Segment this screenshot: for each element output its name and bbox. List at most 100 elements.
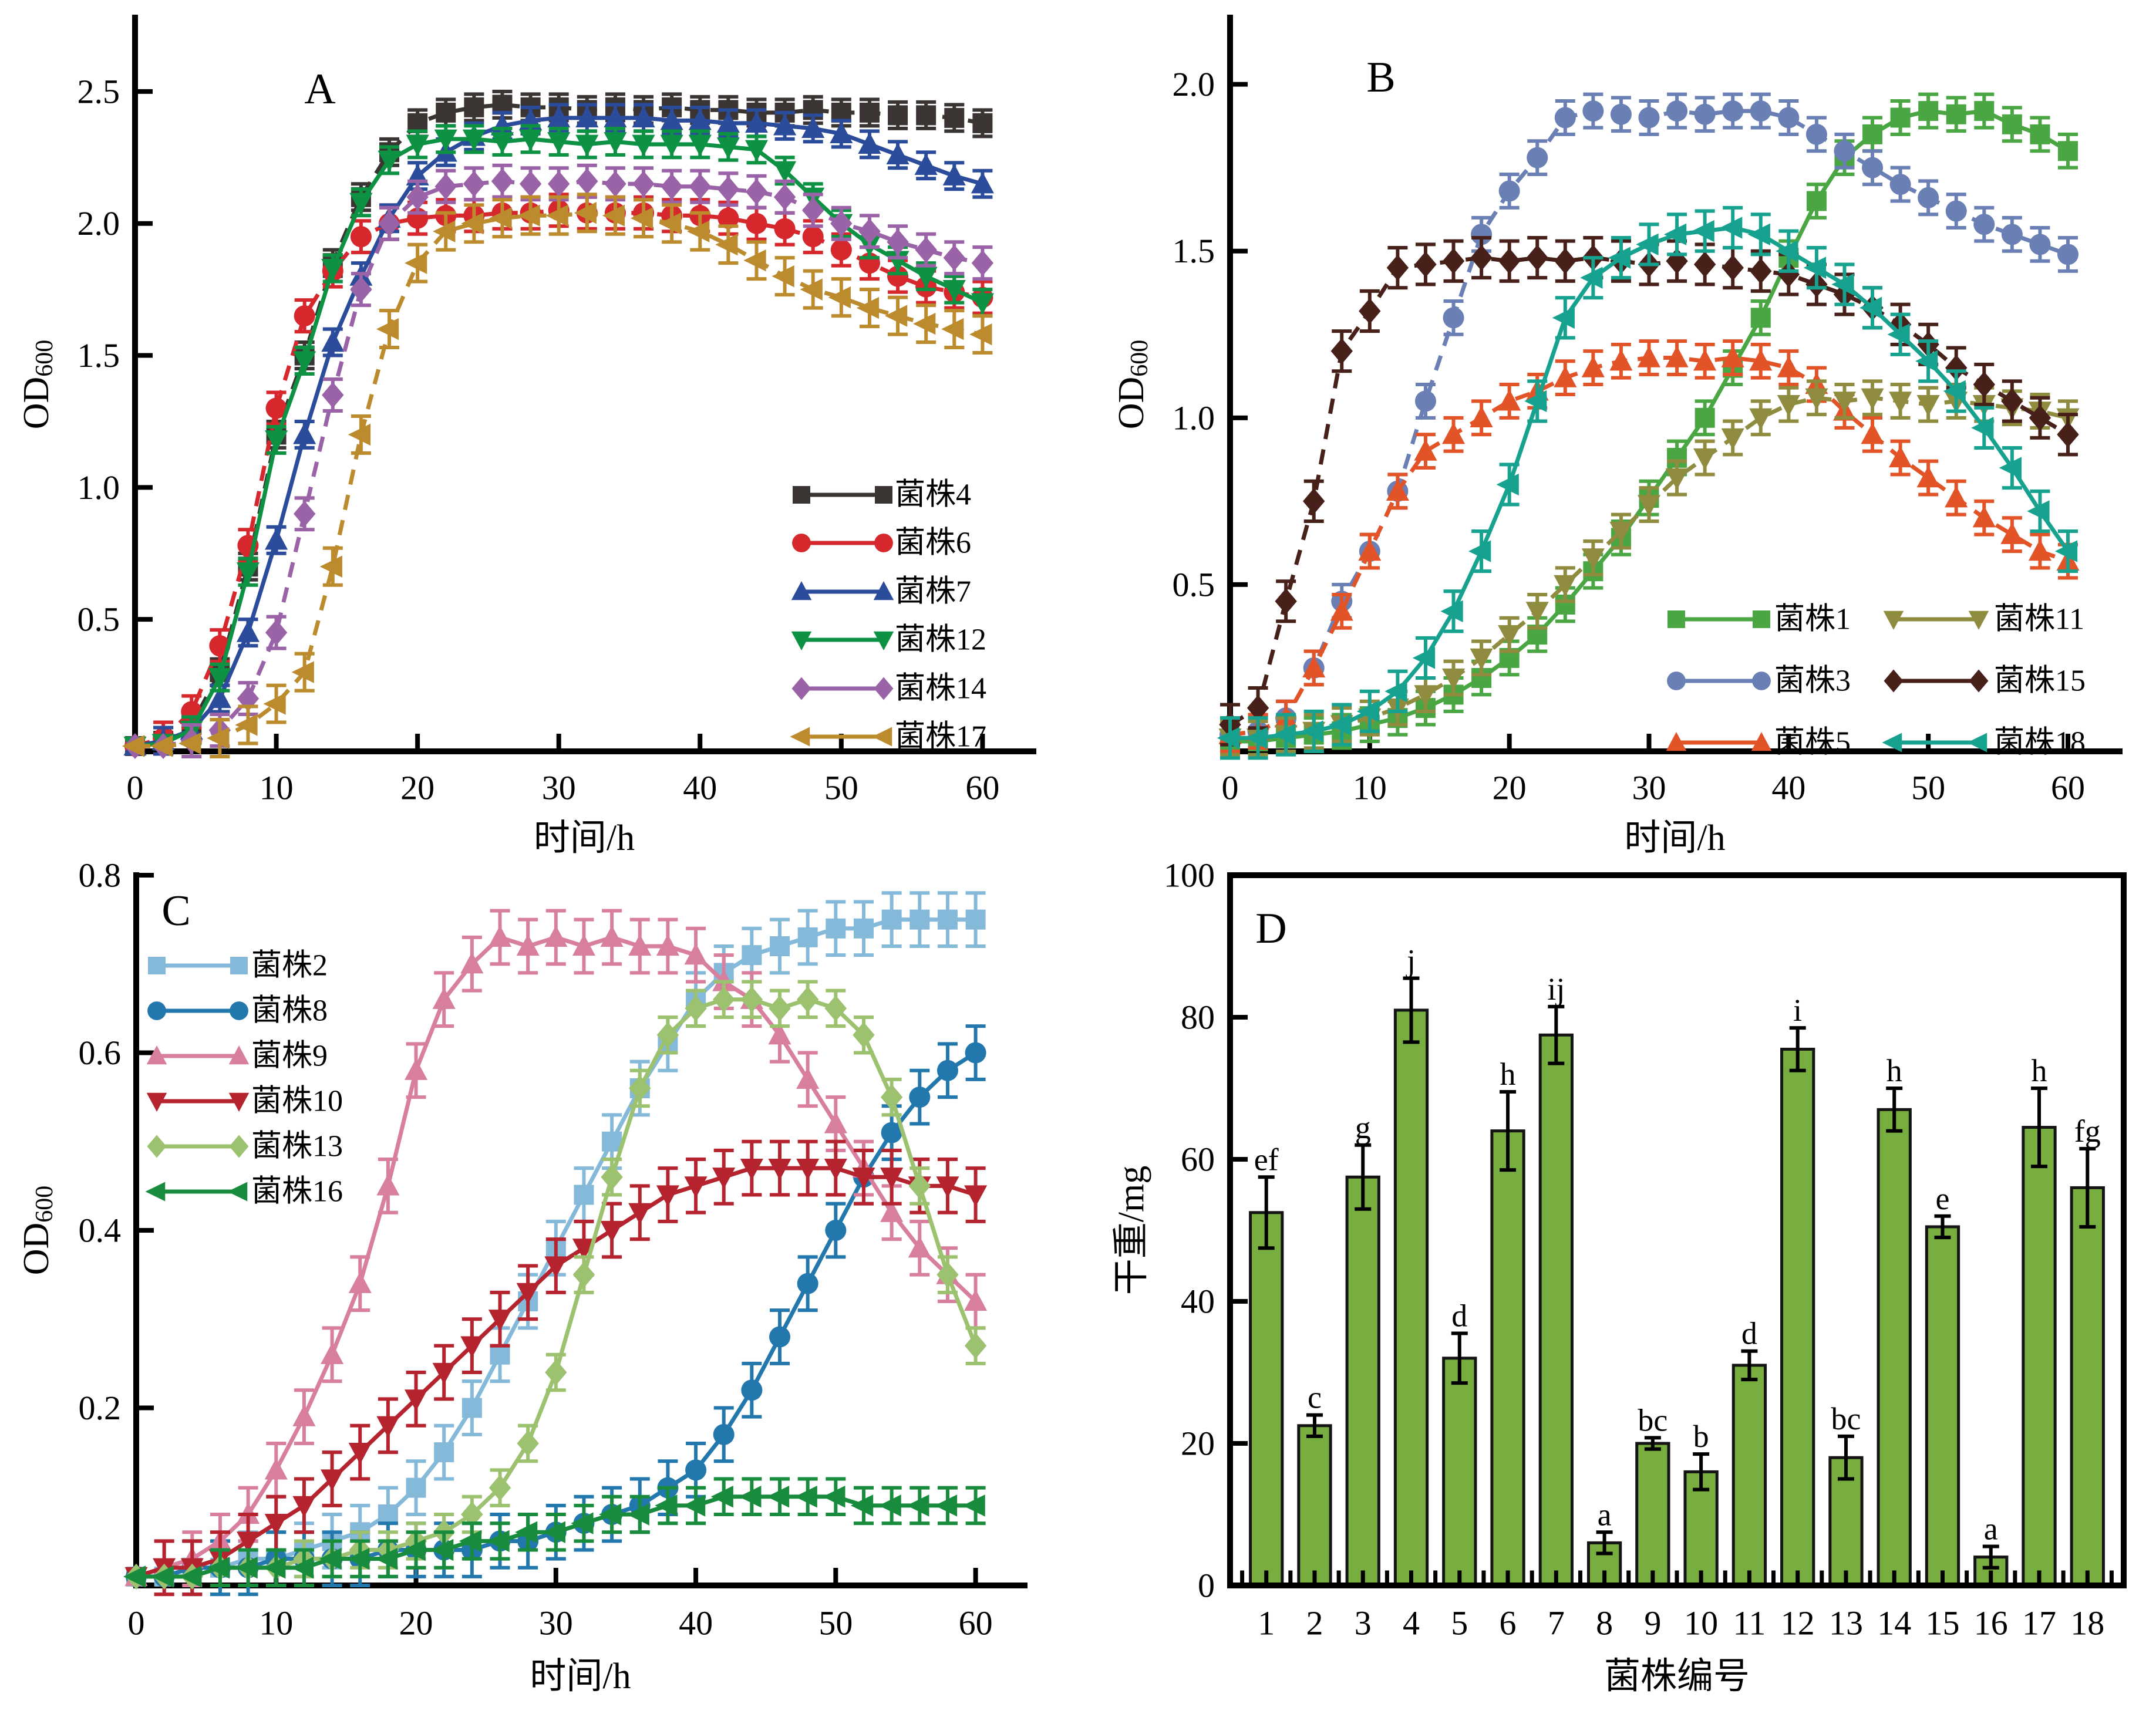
square-marker <box>944 107 965 128</box>
tri-left-marker <box>1580 266 1603 289</box>
tri-left-marker <box>800 278 823 301</box>
square-marker <box>1695 407 1715 428</box>
circle-marker <box>1834 140 1855 162</box>
tri-up-marker <box>1889 446 1912 468</box>
diamond-marker <box>943 245 965 271</box>
tri-left-marker <box>405 252 427 274</box>
x-tick-label: 50 <box>1911 769 1945 807</box>
legend-marker <box>147 1135 167 1158</box>
legend-item-菌株7: 菌株7 <box>791 575 971 609</box>
bar <box>1635 1442 1670 1587</box>
y-axis-label: OD600 <box>1111 340 1153 430</box>
tri-left-marker <box>235 1557 258 1579</box>
x-axis-label: 时间/h <box>534 818 635 858</box>
legend-item-菌株10: 菌株10 <box>146 1085 343 1118</box>
tri-up-marker <box>488 925 512 947</box>
square-marker <box>2002 114 2022 134</box>
diamond-marker <box>1945 355 1968 381</box>
bar <box>2070 1186 2105 1587</box>
legend-item-菌株4: 菌株4 <box>793 478 971 512</box>
tri-up-marker <box>516 934 540 956</box>
x-tick-label: 0 <box>127 769 144 807</box>
circle-marker <box>1554 107 1576 129</box>
tri-up-marker <box>236 620 260 642</box>
x-tick-label: 11 <box>1733 1604 1766 1642</box>
legend-item-菌株8: 菌株8 <box>147 994 328 1028</box>
tri-left-marker <box>739 1486 762 1508</box>
diamond-marker <box>572 1261 595 1288</box>
diamond-marker <box>1359 298 1381 325</box>
legend-marker <box>791 581 812 600</box>
tri-left-marker <box>1887 323 1910 346</box>
tri-down-marker <box>516 1283 540 1305</box>
x-tick-label: 20 <box>399 1604 433 1642</box>
significance-letter: bc <box>1638 1402 1667 1438</box>
diamond-marker <box>1330 338 1353 365</box>
tri-left-marker <box>1971 417 1994 439</box>
legend-label: 菌株16 <box>251 1175 343 1209</box>
legend-marker <box>147 1001 166 1020</box>
x-tick-label: 9 <box>1644 1604 1661 1642</box>
tri-up-marker <box>292 1405 316 1426</box>
tri-down-marker <box>604 132 627 154</box>
legend-marker <box>1967 733 1987 753</box>
tri-down-marker <box>544 1256 568 1278</box>
tri-down-marker <box>265 430 288 452</box>
tri-down-marker <box>376 1416 400 1438</box>
significance-letter: e <box>1936 1181 1950 1216</box>
tri-down-marker <box>914 266 938 289</box>
bar-strain-14: h <box>1877 1053 1912 1587</box>
tri-up-marker <box>575 106 599 128</box>
tri-left-marker <box>1692 220 1714 242</box>
tri-left-marker <box>962 1494 985 1517</box>
panel-C: 0.2 0.4 0.6 0.8 0 10 20 30 40 50 60 时间/h OD600 C 菌株2 菌株… <box>16 856 1028 1696</box>
diamond-marker <box>491 168 514 194</box>
tri-left-marker <box>934 1494 958 1517</box>
y-tick-label: 60 <box>1181 1141 1215 1179</box>
tri-left-marker <box>1943 380 1966 403</box>
x-tick-label: 20 <box>1493 769 1527 807</box>
x-tick-label: 10 <box>1353 769 1387 807</box>
legend-marker <box>873 631 894 650</box>
tri-left-marker <box>626 1503 649 1526</box>
square-marker <box>965 909 986 930</box>
diamond-marker <box>378 210 400 237</box>
tri-up-marker <box>547 106 571 128</box>
panel-letter: C <box>161 887 190 935</box>
circle-marker <box>1638 107 1660 129</box>
tri-down-marker <box>1665 468 1689 490</box>
y-tick-label: 2.5 <box>78 72 120 110</box>
y-tick-label: 1.0 <box>78 468 120 507</box>
tri-down-marker <box>1470 648 1493 670</box>
legend-item-菌株15: 菌株15 <box>1884 664 2086 698</box>
tri-down-marker <box>632 134 655 157</box>
tri-down-marker <box>1721 428 1744 450</box>
circle-marker <box>1918 187 1939 208</box>
legend-item-菌株17: 菌株17 <box>790 720 986 754</box>
legend-marker <box>227 1182 248 1202</box>
diamond-marker <box>936 1261 959 1288</box>
square-marker <box>916 105 936 126</box>
tri-up-marker <box>1972 505 1996 528</box>
tri-up-marker <box>768 1023 791 1045</box>
x-tick-label: 18 <box>2070 1604 2104 1642</box>
circle-marker <box>1610 103 1632 125</box>
tri-left-marker <box>1496 473 1519 496</box>
bar <box>1490 1129 1525 1587</box>
diamond-marker <box>489 1475 511 1501</box>
square-marker <box>461 1398 482 1418</box>
tri-left-marker <box>263 1557 286 1579</box>
significance-letter: a <box>1598 1497 1612 1532</box>
legend-marker <box>872 727 892 747</box>
tri-up-marker <box>321 1342 344 1364</box>
diamond-marker <box>880 1084 903 1111</box>
legend-marker <box>146 1045 167 1065</box>
tri-up-marker <box>716 111 740 133</box>
significance-letter: c <box>1308 1380 1322 1415</box>
legend-item-菌株2: 菌株2 <box>148 949 328 983</box>
tri-left-marker <box>178 732 201 755</box>
tri-left-marker <box>1273 723 1296 746</box>
diamond-marker <box>1554 248 1576 274</box>
bar <box>1538 1033 1574 1587</box>
